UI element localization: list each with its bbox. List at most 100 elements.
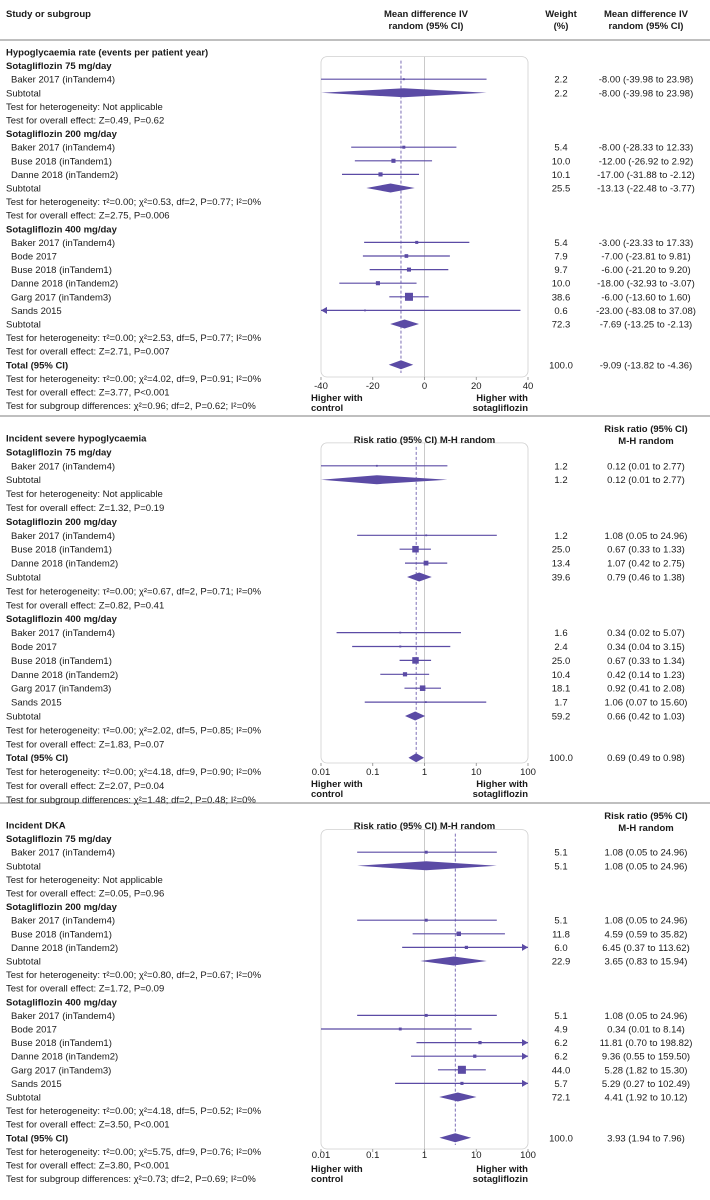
total-diamond bbox=[388, 360, 414, 370]
point-estimate bbox=[457, 1065, 466, 1074]
row-label-study: Danne 2018 (inTandem2) bbox=[11, 1052, 118, 1063]
row-label-text: Test for heterogeneity: τ²=0.00; χ²=4.02… bbox=[6, 374, 262, 385]
row-weight: 100.0 bbox=[549, 1133, 573, 1144]
row-weight: 18.1 bbox=[552, 684, 571, 695]
subtotal-diamond bbox=[420, 956, 487, 966]
row-ci-text: -6.00 (-21.20 to 9.20) bbox=[601, 265, 690, 276]
row-weight: 10.0 bbox=[552, 156, 571, 167]
point-estimate bbox=[473, 1054, 477, 1058]
row-ci-text: 3.93 (1.94 to 7.96) bbox=[607, 1133, 685, 1144]
row-ci-text: 1.08 (0.05 to 24.96) bbox=[605, 1011, 688, 1022]
row-weight: 25.0 bbox=[552, 656, 571, 667]
ci-arrow-right bbox=[522, 943, 528, 951]
row-ci-text: 0.34 (0.04 to 3.15) bbox=[607, 642, 685, 653]
row-label-study: Baker 2017 (inTandem4) bbox=[11, 461, 115, 472]
row-ci-text: 1.06 (0.07 to 15.60) bbox=[605, 698, 688, 709]
subtotal-diamond bbox=[357, 861, 497, 871]
row-label-study: Sands 2015 bbox=[11, 1079, 62, 1090]
row-label-text: Test for overall effect: Z=0.82, P=0.41 bbox=[6, 600, 164, 611]
point-estimate bbox=[375, 464, 378, 467]
subtotal-diamond bbox=[439, 1092, 477, 1102]
row-weight: 38.6 bbox=[552, 292, 571, 303]
row-weight: 5.1 bbox=[554, 1011, 567, 1022]
row-label-text: Test for heterogeneity: τ²=0.00; χ²=4.18… bbox=[6, 767, 262, 778]
row-ci-text: -17.00 (-31.88 to -2.12) bbox=[597, 170, 695, 181]
row-ci-text: -13.13 (-22.48 to -3.77) bbox=[597, 184, 695, 195]
subtotal-diamond bbox=[366, 183, 415, 193]
row-weight: 5.1 bbox=[554, 861, 567, 872]
row-label-study: Bode 2017 bbox=[11, 642, 57, 653]
row-weight: 5.4 bbox=[554, 143, 567, 154]
point-estimate bbox=[423, 560, 429, 566]
row-label-study: Baker 2017 (inTandem4) bbox=[11, 916, 115, 927]
row-label-group: Sotagliflozin 400 mg/day bbox=[6, 614, 118, 625]
value-column-header: Risk ratio (95% CI) M-H random bbox=[604, 811, 687, 834]
row-label-group: Sotagliflozin 200 mg/day bbox=[6, 129, 118, 140]
row-weight: 5.7 bbox=[554, 1079, 567, 1090]
row-label-study: Baker 2017 (inTandem4) bbox=[11, 75, 115, 86]
column-header-weight: Weight (%) bbox=[545, 9, 577, 32]
row-weight: 2.4 bbox=[554, 642, 567, 653]
point-estimate bbox=[464, 945, 468, 949]
row-ci-text: 1.08 (0.05 to 24.96) bbox=[605, 861, 688, 872]
axis-caption: Risk ratio (95% CI) M-H random bbox=[354, 435, 495, 446]
axis-tick-label: 10 bbox=[471, 1150, 482, 1161]
row-label-study: Buse 2018 (inTandem1) bbox=[11, 265, 112, 276]
axis-tick-label: 1 bbox=[422, 1150, 427, 1161]
column-header-study: Study or subgroup bbox=[6, 9, 91, 20]
subtotal-diamond bbox=[321, 475, 448, 485]
row-weight: 100.0 bbox=[549, 753, 573, 764]
row-label-total: Total (95% CI) bbox=[6, 360, 68, 371]
ci-arrow-right bbox=[522, 1039, 528, 1047]
point-estimate bbox=[391, 158, 396, 163]
row-ci-text: 0.67 (0.33 to 1.33) bbox=[607, 545, 685, 556]
row-ci-text: -18.00 (-32.93 to -3.07) bbox=[597, 279, 695, 290]
row-label-total: Total (95% CI) bbox=[6, 1133, 68, 1144]
point-estimate bbox=[456, 931, 461, 937]
row-weight: 25.5 bbox=[552, 184, 571, 195]
row-ci-text: -12.00 (-26.92 to 2.92) bbox=[599, 156, 694, 167]
row-weight: 2.2 bbox=[554, 88, 567, 99]
row-label-study: Sands 2015 bbox=[11, 698, 62, 709]
row-ci-text: 0.67 (0.33 to 1.34) bbox=[607, 656, 685, 667]
point-estimate bbox=[460, 1081, 464, 1085]
row-label-study: Danne 2018 (inTandem2) bbox=[11, 279, 118, 290]
row-label-subtotal: Subtotal bbox=[6, 88, 41, 99]
row-label-study: Baker 2017 (inTandem4) bbox=[11, 848, 115, 859]
point-estimate bbox=[402, 672, 408, 677]
row-label-study: Garg 2017 (inTandem3) bbox=[11, 684, 111, 695]
point-estimate bbox=[425, 534, 428, 537]
row-label-text: Test for heterogeneity: τ²=0.00; χ²=0.67… bbox=[6, 586, 262, 597]
point-estimate bbox=[415, 240, 419, 244]
row-label-study: Baker 2017 (inTandem4) bbox=[11, 1011, 115, 1022]
axis-caption: Risk ratio (95% CI) M-H random bbox=[354, 821, 495, 832]
row-label-text: Test for heterogeneity: Not applicable bbox=[6, 102, 163, 113]
row-label-group: Sotagliflozin 75 mg/day bbox=[6, 447, 112, 458]
row-weight: 100.0 bbox=[549, 360, 573, 371]
row-weight: 1.2 bbox=[554, 531, 567, 542]
row-label-study: Buse 2018 (inTandem1) bbox=[11, 156, 112, 167]
favours-control-label: Higher with control bbox=[311, 779, 363, 800]
row-label-text: Test for heterogeneity: τ²=0.00; χ²=4.18… bbox=[6, 1106, 262, 1117]
row-ci-text: -7.69 (-13.25 to -2.13) bbox=[600, 320, 692, 331]
row-ci-text: 0.92 (0.41 to 2.08) bbox=[607, 684, 685, 695]
row-label-study: Danne 2018 (inTandem2) bbox=[11, 670, 118, 681]
point-estimate bbox=[412, 657, 419, 664]
row-label-subtotal: Subtotal bbox=[6, 475, 41, 486]
point-estimate bbox=[402, 145, 406, 149]
row-label-subtotal: Subtotal bbox=[6, 1093, 41, 1104]
row-label-group: Sotagliflozin 75 mg/day bbox=[6, 834, 112, 845]
row-label-text: Test for heterogeneity: τ²=0.00; χ²=0.80… bbox=[6, 970, 262, 981]
row-ci-text: -7.00 (-23.81 to 9.81) bbox=[601, 252, 690, 263]
row-label-study: Garg 2017 (inTandem3) bbox=[11, 1065, 111, 1076]
row-label-text: Test for overall effect: Z=2.75, P=0.006 bbox=[6, 211, 170, 222]
row-ci-text: 0.69 (0.49 to 0.98) bbox=[607, 753, 685, 764]
axis-tick-label: 10 bbox=[471, 767, 482, 778]
row-label-total: Total (95% CI) bbox=[6, 753, 68, 764]
favours-treatment-label: Higher with sotagliflozin bbox=[473, 779, 529, 800]
axis-tick-label: 0.1 bbox=[366, 767, 379, 778]
row-label-text: Test for overall effect: Z=1.72, P=0.09 bbox=[6, 984, 164, 995]
row-weight: 6.0 bbox=[554, 943, 567, 954]
row-label-text: Test for overall effect: Z=3.77, P<0.001 bbox=[6, 388, 170, 399]
row-ci-text: 4.59 (0.59 to 35.82) bbox=[605, 929, 688, 940]
